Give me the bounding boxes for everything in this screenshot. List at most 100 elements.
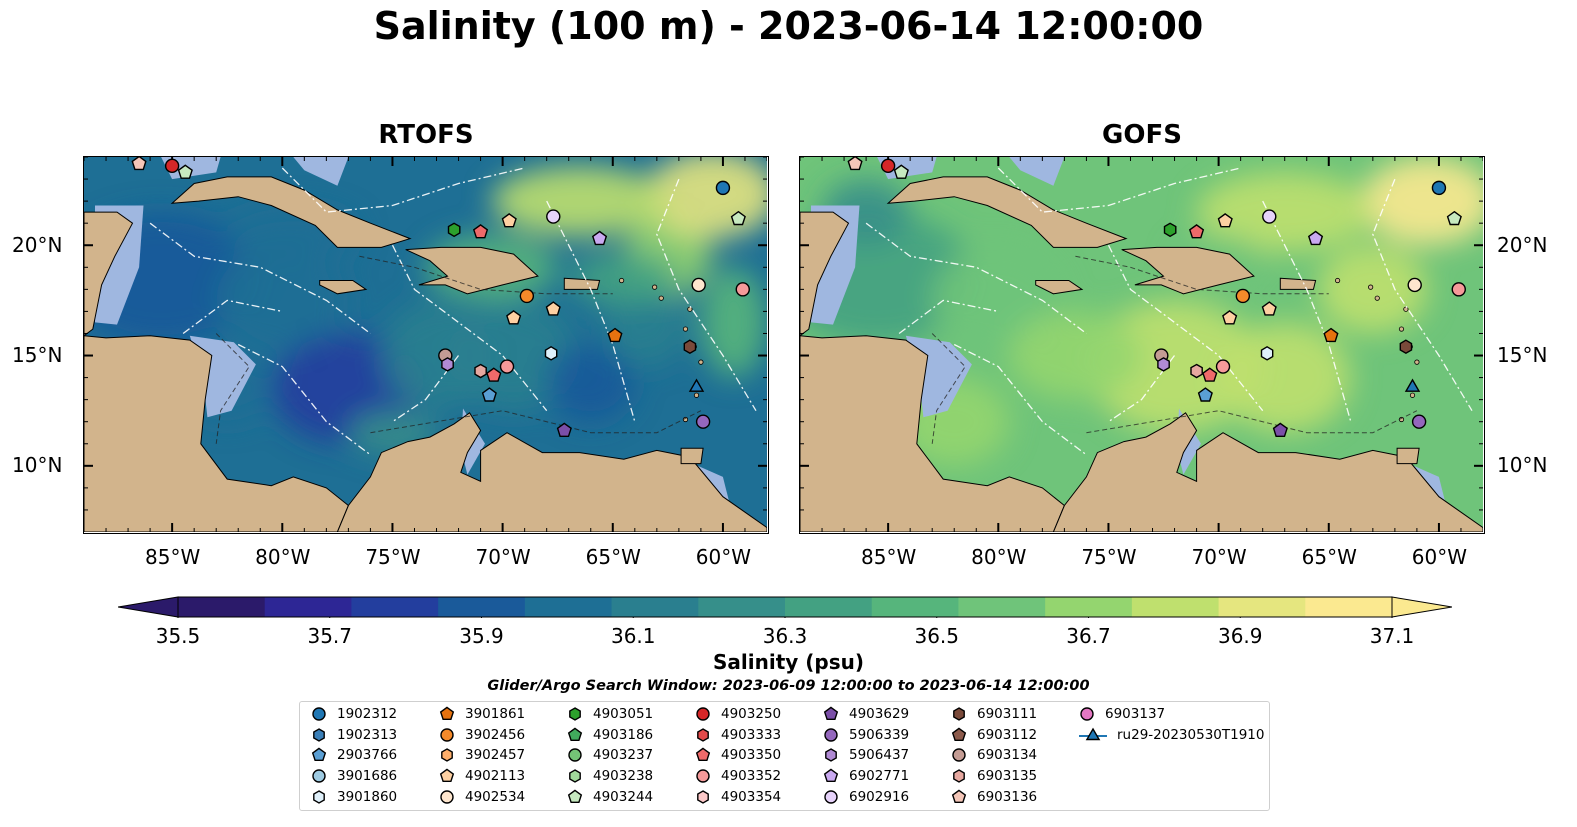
island <box>658 295 664 301</box>
legend-marker-icon <box>312 707 326 721</box>
float-marker-4903244 <box>1446 210 1462 226</box>
legend-label: 4903333 <box>721 726 782 743</box>
colorbar-tick-label: 37.1 <box>1369 624 1415 648</box>
float-marker-4902113 <box>1217 213 1233 228</box>
lat-tick-label: 20°N <box>1497 232 1548 257</box>
float-marker-6902916 <box>546 209 561 224</box>
salinity-eddy <box>1009 311 1142 400</box>
eez-boundary <box>898 299 999 335</box>
float-marker-6903135 <box>1190 363 1203 379</box>
land-trinidad <box>1396 447 1420 465</box>
lon-tick-label: 80°W <box>255 545 311 569</box>
float-marker-4902113 <box>506 310 522 325</box>
salinity-field <box>84 157 767 455</box>
float-marker-1902312 <box>715 180 731 196</box>
figure-title: Salinity (100 m) - 2023-06-14 12:00:00 <box>373 4 1204 48</box>
float-marker-4902113 <box>545 301 561 316</box>
legend-marker-icon <box>569 707 581 721</box>
legend-item: 4903186 <box>566 727 653 743</box>
legend-label: 4903244 <box>593 788 654 805</box>
legend-item: 2903766 <box>310 747 397 763</box>
eez-boundary <box>1107 244 1264 412</box>
colorbar-segment <box>958 597 1046 617</box>
legend-label: 4903186 <box>593 726 654 743</box>
legend-item: 6903112 <box>950 727 1037 743</box>
colorbar-segment <box>524 597 613 617</box>
colorbar-segment <box>1045 597 1133 617</box>
float-marker-2903766 <box>1197 387 1213 402</box>
legend-marker-icon <box>441 748 453 763</box>
float-marker-1902312 <box>1431 180 1447 196</box>
float-marker-6902771 <box>1307 230 1324 246</box>
colorbar-tick-label: 36.7 <box>1066 624 1111 648</box>
legend-label: 3902456 <box>465 726 526 743</box>
island <box>1374 295 1380 301</box>
legend-item: 5906437 <box>822 747 909 763</box>
legend-item: 5906339 <box>822 727 909 743</box>
colorbar-segment <box>1131 597 1220 617</box>
legend-marker-icon <box>695 747 711 762</box>
search-window-text: Glider/Argo Search Window: 2023-06-09 12… <box>487 678 1090 694</box>
colorbar-extend-low <box>117 596 179 618</box>
lon-tick-label: 75°W <box>365 545 421 569</box>
depth-contour <box>370 410 702 434</box>
legend-item: 6903134 <box>950 747 1037 763</box>
lon-tick-label: 60°W <box>1411 545 1468 569</box>
eez-boundary <box>1262 200 1352 422</box>
depth-contour <box>931 333 966 444</box>
legend-item: 3901861 <box>438 706 525 722</box>
legend-label: 1902312 <box>337 706 398 722</box>
float-marker-4903244 <box>177 164 193 179</box>
float-marker-4903350 <box>472 224 489 239</box>
land-yucatan <box>84 211 134 337</box>
legend-marker-icon <box>823 768 839 783</box>
land-trinidad <box>680 447 704 465</box>
land-cuba <box>170 176 412 248</box>
float-marker-4903244 <box>893 164 909 179</box>
float-marker-3902456 <box>519 288 535 304</box>
island <box>693 392 700 398</box>
float-marker-6903111 <box>1399 339 1413 355</box>
map-gofs-canvas <box>800 157 1483 532</box>
eez-boundary <box>997 167 1241 213</box>
legend-marker-icon <box>953 707 965 721</box>
island <box>682 326 689 332</box>
eez-boundary <box>149 222 371 335</box>
float-marker-4903352 <box>1451 282 1466 297</box>
legend-marker-icon <box>696 769 710 783</box>
eez-boundary <box>1372 178 1473 412</box>
legend: 1902312 1902313 2903766 3901686 3901860 39018… <box>299 701 1270 811</box>
legend-marker-icon <box>313 727 325 742</box>
lon-tick-label: 80°W <box>971 545 1027 569</box>
salinity-eddy <box>546 342 635 422</box>
legend-label: 4903051 <box>593 706 654 722</box>
colorbar-segment <box>785 597 873 617</box>
float-marker-5906339 <box>695 414 711 429</box>
eez-boundary <box>953 343 1087 456</box>
colorbar-tick-label: 35.5 <box>155 624 201 648</box>
colorbar-segment <box>264 597 353 617</box>
legend-label: 4903350 <box>721 747 782 764</box>
legend-label: 5906339 <box>849 726 910 743</box>
legend-item: 6903136 <box>950 789 1037 805</box>
shallow-shelf <box>293 157 349 186</box>
float-marker-6902916 <box>1262 209 1277 224</box>
legend-item: 3901860 <box>310 789 397 805</box>
eez-boundary <box>865 222 1087 335</box>
legend-label: 6903137 <box>1105 706 1166 722</box>
legend-marker-icon <box>697 727 709 742</box>
panel-title-rtofs: RTOFS <box>378 120 474 150</box>
salinity-eddy <box>1196 172 1373 252</box>
float-marker-4902534 <box>691 277 706 293</box>
float-marker-3901861 <box>1323 327 1339 343</box>
legend-marker-icon <box>439 768 455 783</box>
float-marker-4903350 <box>486 367 502 382</box>
colorbar-segment <box>438 597 526 617</box>
float-marker-4903352 <box>499 359 515 374</box>
legend-label: 6903112 <box>977 726 1038 743</box>
colorbar <box>117 596 1453 618</box>
land-jamaica <box>319 280 368 295</box>
legend-label: 6903135 <box>977 768 1038 785</box>
float-marker-4903352 <box>1215 359 1231 374</box>
legend-marker-icon <box>951 789 967 803</box>
